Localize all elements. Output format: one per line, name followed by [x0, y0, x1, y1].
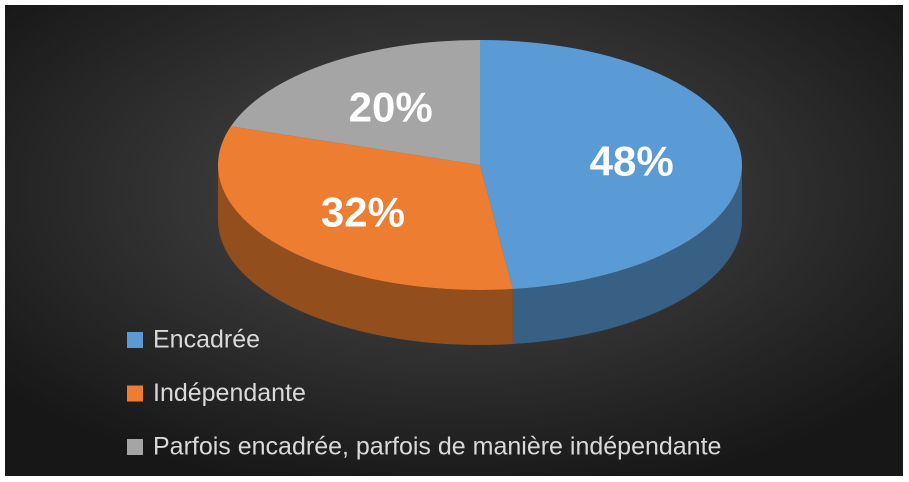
- data-label: 32%: [321, 188, 405, 235]
- slice: [217, 126, 513, 290]
- legend-label: Parfois encadrée, parfois de manière ind…: [153, 433, 721, 461]
- data-label: 20%: [349, 83, 433, 130]
- data-label: 48%: [590, 138, 674, 185]
- legend-swatch: [127, 439, 143, 455]
- legend: Encadrée Indépendante Parfois encadrée, pa…: [127, 326, 721, 461]
- legend-label: Encadrée: [153, 326, 260, 354]
- data-labels: 48% 32% 20%: [321, 83, 674, 235]
- pie: [217, 40, 743, 345]
- slice-side: [512, 165, 742, 345]
- legend-swatch: [127, 385, 143, 402]
- slice: [480, 40, 743, 290]
- slice: [230, 40, 480, 165]
- legend-swatch: [127, 332, 143, 348]
- legend-label: Indépendante: [153, 379, 306, 407]
- slice-side: [218, 165, 513, 345]
